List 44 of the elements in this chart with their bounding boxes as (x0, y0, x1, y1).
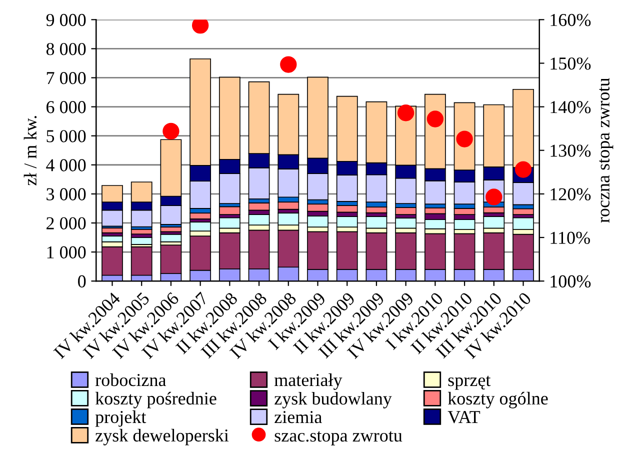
y-tick-label: 5 000 (46, 130, 86, 142)
point (456, 130, 473, 148)
point (192, 20, 209, 34)
bar (512, 208, 534, 215)
bar (190, 212, 212, 220)
legend-label: szac.stopa zwrotu (274, 431, 402, 446)
y2-tick-label: 140% (550, 101, 591, 114)
y-tick-label: 0 (78, 275, 86, 288)
bar (395, 207, 417, 215)
legend-label: zysk deweloperski (96, 428, 229, 446)
point (162, 122, 180, 140)
legend-label: ziemia (274, 411, 322, 424)
y2-tick-label: 160% (550, 14, 591, 26)
y2-axis-title: roczna stopa zwrotu (599, 78, 614, 223)
bar (218, 206, 240, 215)
y2-tick-label: 100% (550, 275, 591, 288)
point (426, 110, 444, 128)
y-tick-label: 9 000 (46, 14, 86, 26)
y2-tick-label: 120% (550, 188, 591, 200)
point (280, 56, 297, 73)
point (397, 104, 414, 122)
bar (130, 237, 152, 245)
point (514, 161, 532, 178)
y-tick-label: 3 000 (46, 188, 86, 200)
y-tick-label: 6 000 (46, 101, 86, 114)
legend-label: zysk budowlany (274, 392, 392, 408)
y2-tick-label: 130% (550, 144, 591, 157)
y-tick-label: 7 000 (46, 72, 86, 84)
bar (454, 219, 476, 230)
y-tick-label: 2 000 (46, 217, 86, 230)
y-tick-label: 8 000 (46, 42, 86, 56)
legend-label: robocizna (95, 373, 166, 386)
legend-label: sprzęt (448, 376, 491, 390)
y2-tick-label: 150% (550, 57, 591, 70)
legend-label: koszty ogólne (448, 392, 548, 408)
y-tick-label: 1 000 (47, 246, 86, 258)
y-axis-title: zł / m kw. (24, 116, 37, 186)
legend-label: koszty pośrednie (95, 392, 216, 408)
y-tick-label: 4 000 (46, 159, 86, 172)
y2-tick-label: 110% (550, 232, 590, 244)
legend-label: materiały (274, 373, 342, 390)
bar (160, 234, 182, 242)
legend-label: VAT (448, 411, 480, 424)
legend-label: projekt (95, 410, 146, 427)
